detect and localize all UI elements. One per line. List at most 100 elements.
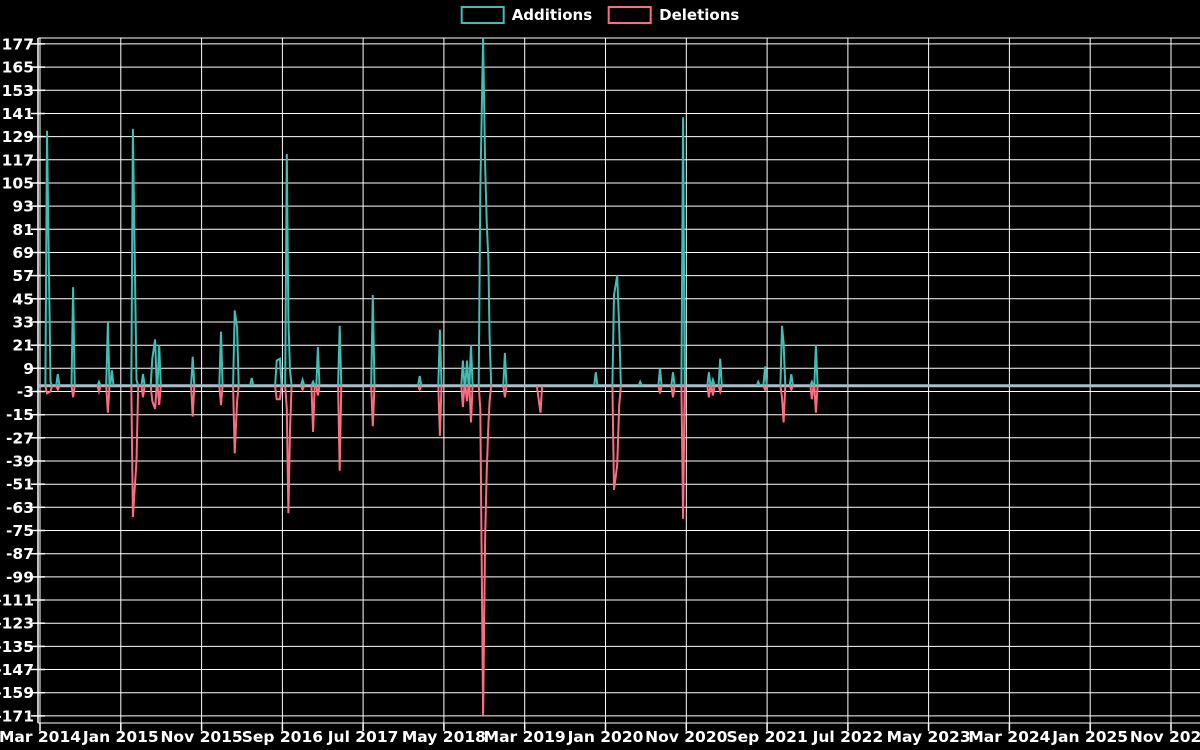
y-tick-label: -27	[6, 429, 34, 447]
additions-line	[70, 287, 76, 386]
deletions-line	[535, 385, 544, 413]
y-tick-label: 165	[2, 59, 34, 77]
deletions-line	[464, 385, 470, 402]
y-tick-label: -159	[0, 684, 34, 702]
deletions-line	[96, 385, 102, 396]
y-tick-label: 105	[2, 175, 34, 193]
deletions-line	[460, 385, 466, 407]
deletions-line	[468, 385, 474, 423]
y-tick-label: -111	[0, 592, 34, 610]
x-tick-label: Mar 2024	[968, 728, 1050, 746]
additions-line	[284, 153, 293, 386]
deletions-line	[274, 385, 283, 401]
deletions-line	[680, 385, 686, 519]
additions-line	[670, 372, 676, 386]
y-tick-label: -147	[0, 661, 34, 679]
x-tick-label: Mar 2019	[484, 728, 566, 746]
deletions-line	[706, 385, 712, 398]
deletions-line	[417, 385, 423, 393]
legend-item-deletions[interactable]: Deletions	[608, 6, 739, 24]
additions-line	[706, 372, 712, 386]
additions-line	[109, 370, 115, 386]
deletions-line	[611, 385, 622, 491]
additions-line	[710, 376, 716, 386]
deletions-line	[710, 385, 716, 396]
y-tick-label: 153	[2, 82, 34, 100]
deletions-line	[337, 385, 343, 471]
deletions-line	[779, 385, 787, 423]
y-tick-label: 57	[12, 267, 34, 285]
y-tick-label: -135	[0, 638, 34, 656]
legend-label-deletions: Deletions	[659, 6, 740, 24]
x-tick-label: Jul 2022	[812, 728, 884, 746]
deletions-line	[130, 385, 140, 518]
y-tick-label: -123	[0, 615, 34, 633]
additions-line	[717, 358, 723, 386]
additions-line	[762, 366, 768, 386]
deletions-line	[218, 385, 224, 406]
deletions-line	[140, 385, 146, 398]
y-tick-label: -15	[6, 406, 34, 424]
additions-line	[315, 347, 321, 386]
additions-line	[232, 310, 240, 386]
additions-line	[809, 379, 815, 387]
deletions-line	[809, 385, 815, 400]
legend-item-additions[interactable]: Additions	[460, 6, 593, 24]
additions-line	[657, 368, 663, 386]
additions-line	[105, 321, 111, 386]
additions-line	[96, 379, 102, 387]
deletions-swatch-icon	[608, 6, 653, 24]
y-tick-label: -51	[6, 476, 34, 494]
deletions-line	[105, 385, 111, 413]
y-tick-label: 93	[12, 198, 34, 216]
deletions-line	[370, 385, 376, 427]
y-tick-label: 177	[2, 35, 34, 53]
x-tick-label: Nov 2025	[1130, 728, 1200, 746]
additions-line	[218, 331, 224, 386]
additions-line	[44, 130, 54, 387]
deletions-line	[149, 385, 158, 410]
y-tick-label: -99	[6, 568, 34, 586]
additions-line	[788, 373, 794, 386]
y-tick-label: -3	[17, 383, 34, 401]
additions-line	[417, 375, 423, 386]
x-tick-label: Jan 2025	[1051, 728, 1128, 746]
deletions-line	[70, 385, 76, 398]
additions-line	[299, 376, 306, 386]
x-tick-label: Jan 2015	[82, 728, 159, 746]
y-tick-label: 117	[2, 151, 34, 169]
additions-line	[140, 373, 146, 386]
y-tick-label: 69	[12, 244, 34, 262]
additions-line	[779, 325, 787, 386]
deletions-line	[502, 385, 508, 398]
x-tick-label: Nov 2020	[645, 728, 727, 746]
additions-line	[593, 372, 599, 386]
chart-legend: Additions Deletions	[460, 6, 739, 24]
additions-line	[55, 373, 61, 386]
deletions-line	[670, 385, 676, 398]
x-tick-label: Mar 2014	[0, 728, 81, 746]
deletions-line	[788, 385, 794, 393]
additions-line	[149, 339, 158, 386]
deletions-line	[717, 385, 723, 396]
x-tick-label: Sep 2021	[726, 728, 807, 746]
y-tick-label: 141	[2, 105, 34, 123]
deletions-line	[55, 385, 61, 393]
y-tick-label: 33	[12, 314, 34, 332]
y-tick-label: -39	[6, 453, 34, 471]
deletions-line	[310, 385, 316, 433]
additions-line	[460, 360, 466, 386]
y-tick-label: 81	[12, 221, 34, 239]
additions-line	[464, 360, 470, 386]
additions-line	[310, 379, 316, 387]
deletions-line	[657, 385, 663, 394]
additions-line	[611, 275, 622, 386]
additions-line	[249, 377, 255, 386]
deletions-line	[44, 385, 54, 395]
legend-label-additions: Additions	[511, 6, 593, 24]
additions-line	[755, 379, 761, 387]
y-tick-label: -171	[0, 707, 34, 725]
y-tick-label: 45	[12, 290, 34, 308]
additions-line	[637, 379, 643, 387]
